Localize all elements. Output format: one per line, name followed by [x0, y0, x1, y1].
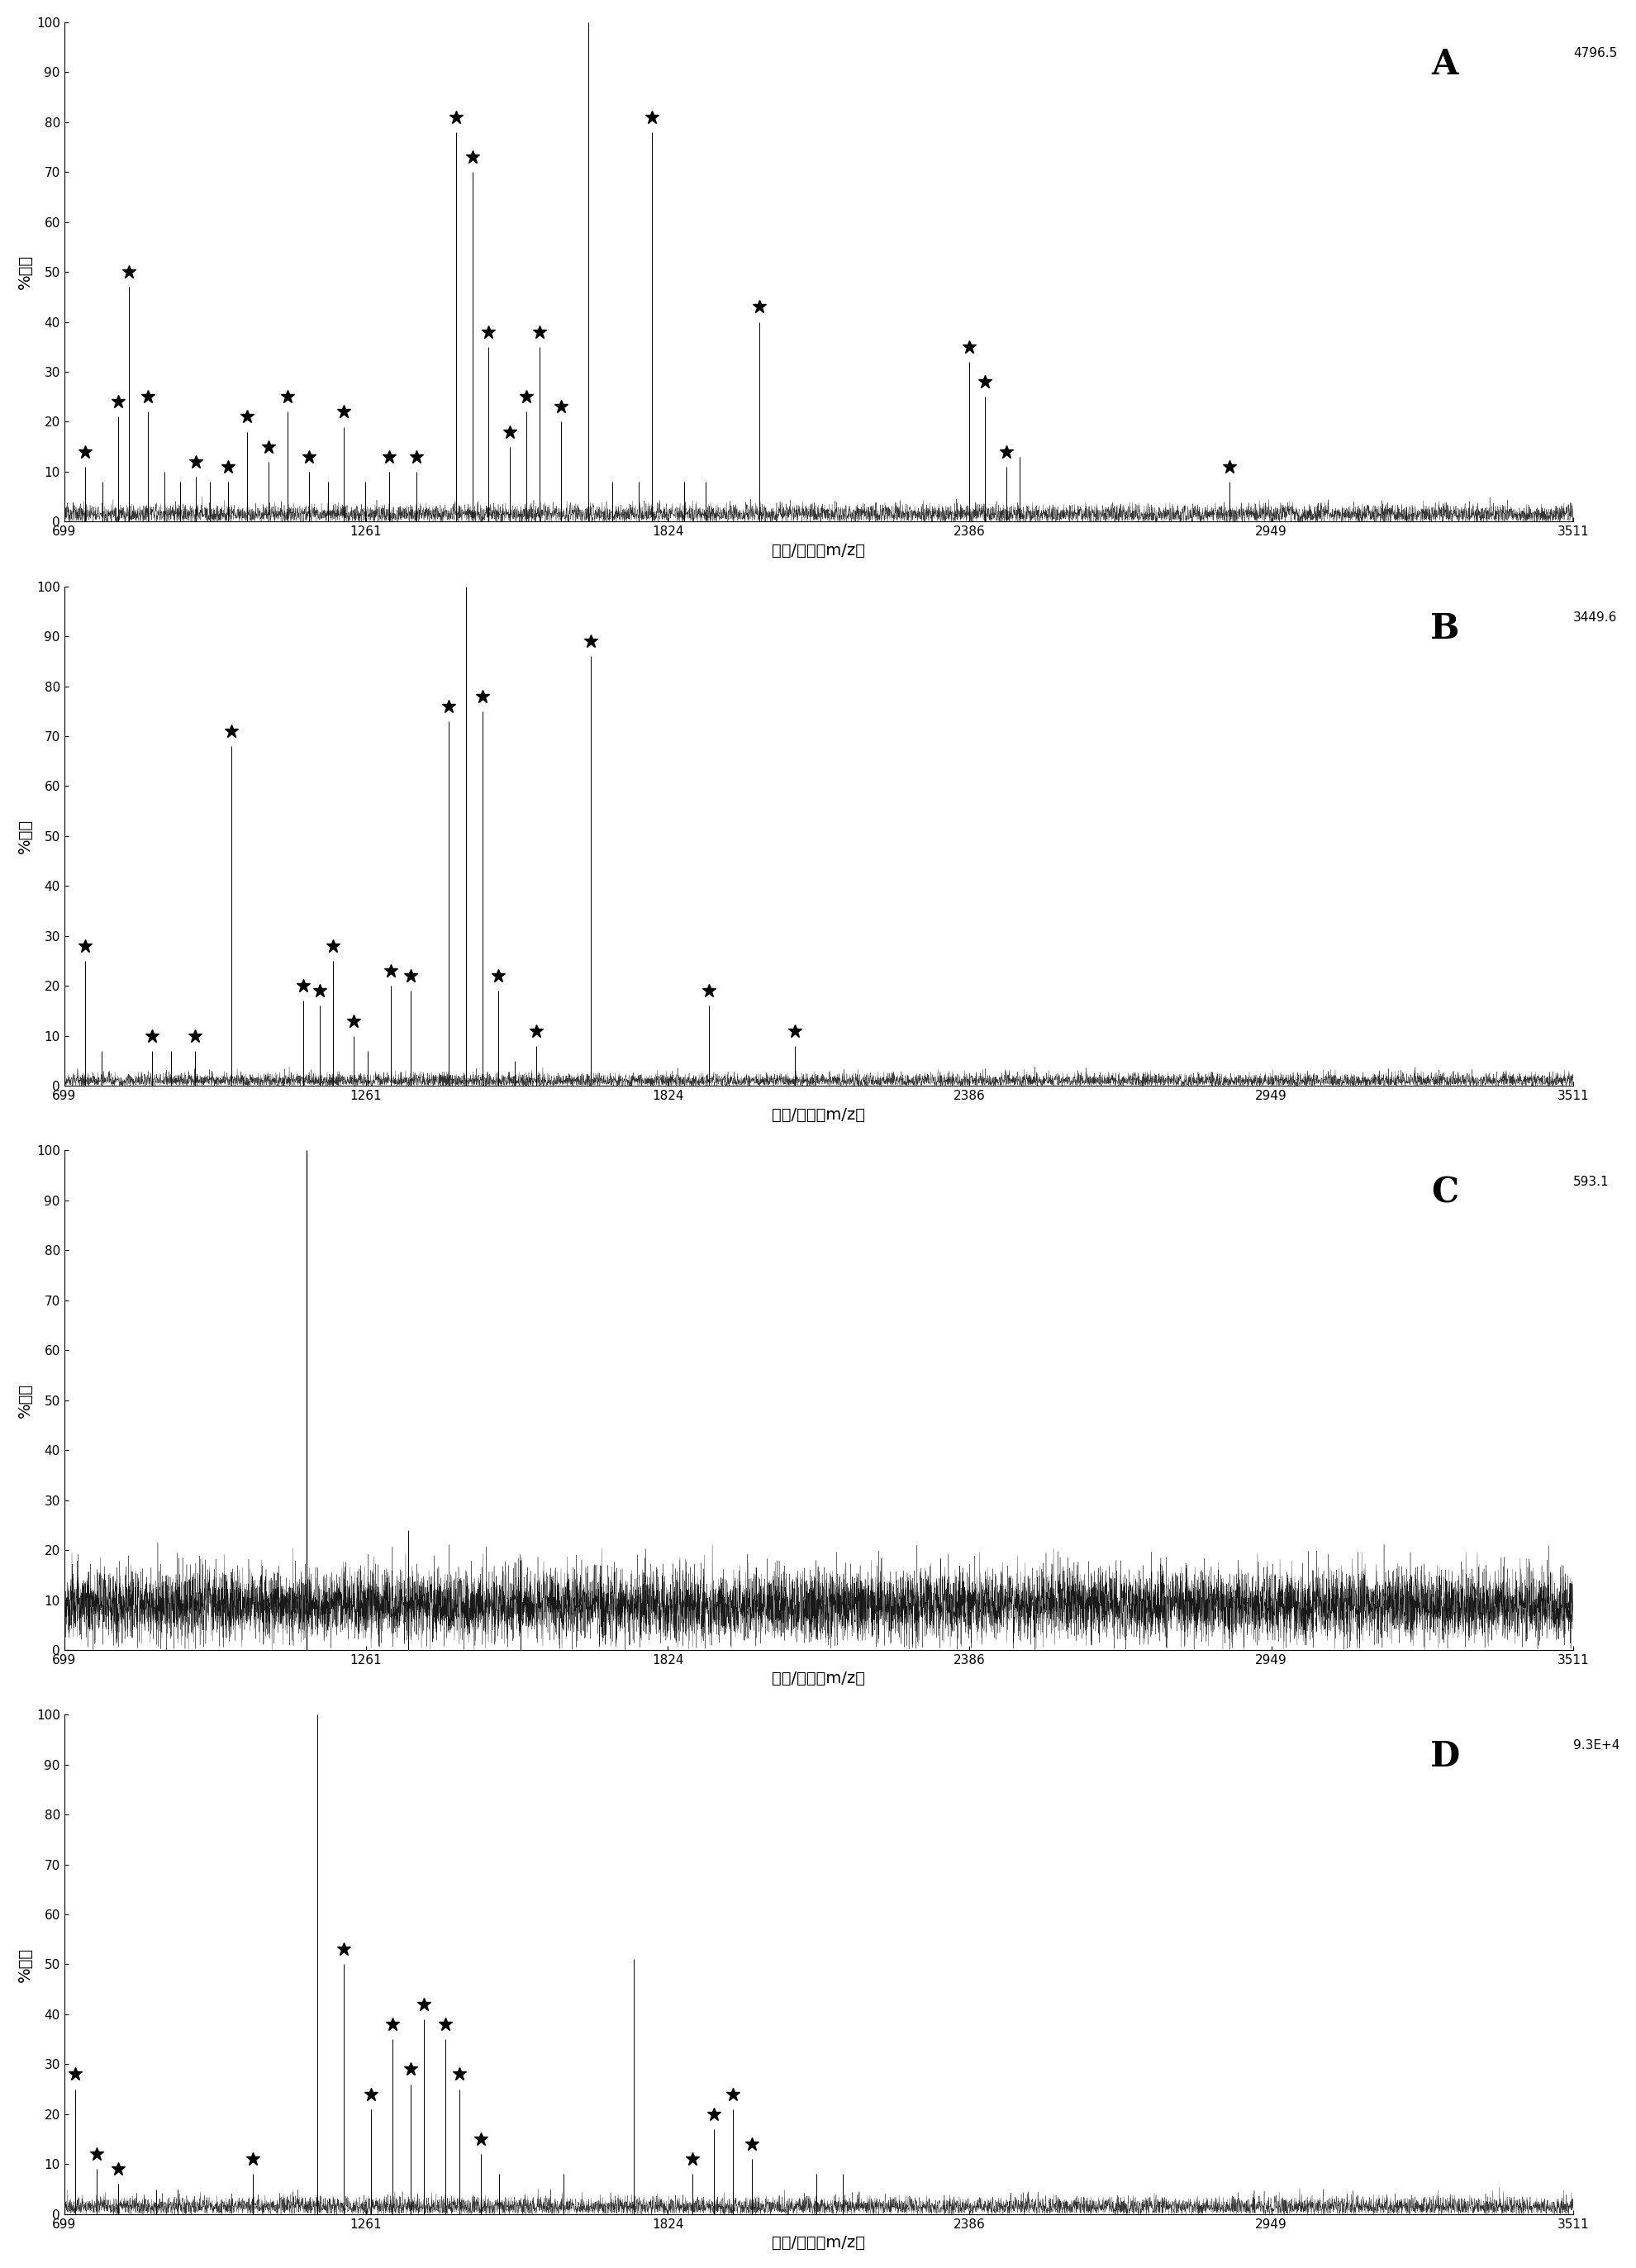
Y-axis label: %强度: %强度	[18, 819, 33, 853]
Text: C: C	[1430, 1175, 1458, 1211]
Text: B: B	[1430, 612, 1459, 646]
Y-axis label: %强度: %强度	[18, 1383, 33, 1418]
Y-axis label: %强度: %强度	[18, 254, 33, 290]
Text: A: A	[1432, 48, 1458, 82]
X-axis label: 质量/电荷（m/z）: 质量/电荷（m/z）	[772, 2234, 865, 2250]
Y-axis label: %强度: %强度	[18, 1946, 33, 1982]
X-axis label: 质量/电荷（m/z）: 质量/电荷（m/z）	[772, 542, 865, 558]
X-axis label: 质量/电荷（m/z）: 质量/电荷（m/z）	[772, 1107, 865, 1123]
X-axis label: 质量/电荷（m/z）: 质量/电荷（m/z）	[772, 1672, 865, 1687]
Text: 3449.6: 3449.6	[1572, 612, 1616, 624]
Text: 9.3E+4: 9.3E+4	[1572, 1740, 1618, 1751]
Text: 593.1: 593.1	[1572, 1175, 1608, 1188]
Text: D: D	[1430, 1740, 1459, 1774]
Text: 4796.5: 4796.5	[1572, 48, 1616, 59]
